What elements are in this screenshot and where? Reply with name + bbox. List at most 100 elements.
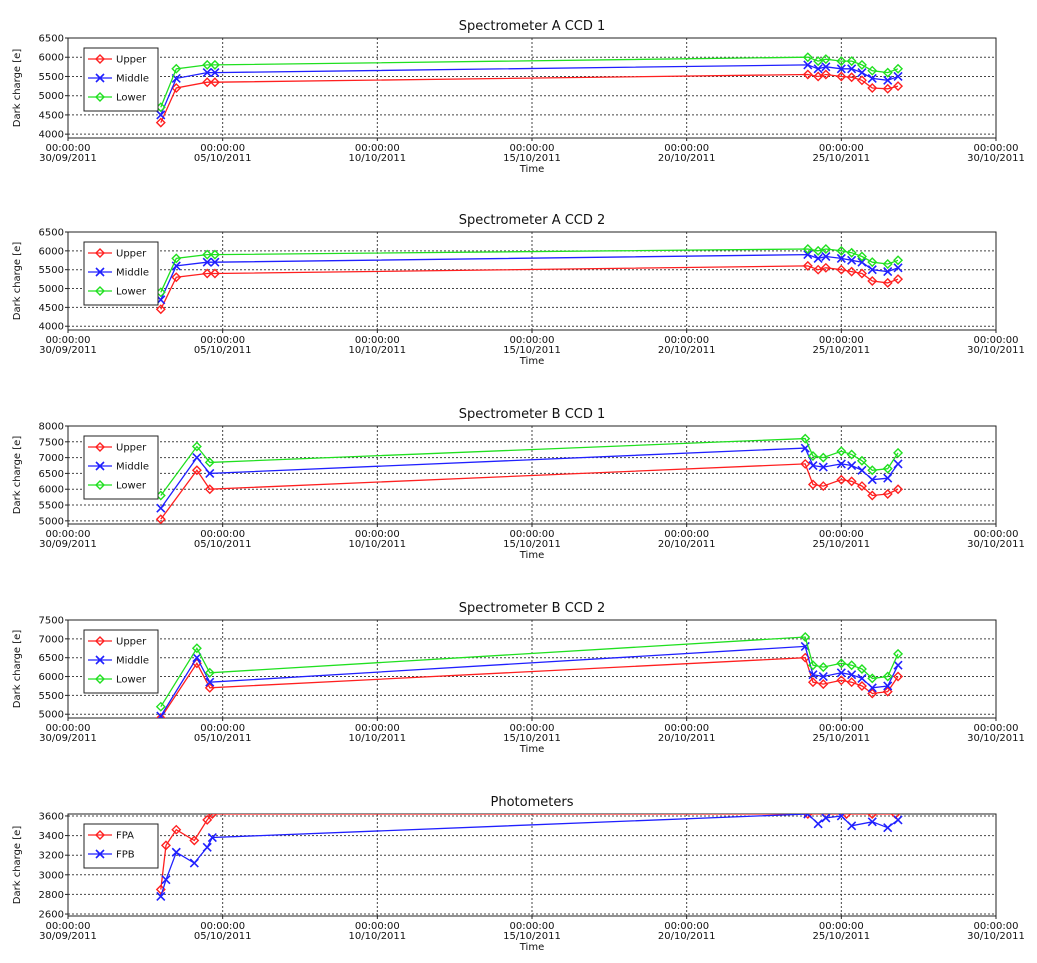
data-point (846, 72, 857, 83)
data-point (836, 675, 847, 686)
y-tick-label: 7500 (39, 616, 64, 627)
y-tick-label: 5000 (39, 91, 64, 102)
x-tick-label-date: 25/10/2011 (813, 733, 871, 744)
series-group (155, 814, 903, 901)
data-point (856, 59, 867, 70)
data-point (204, 667, 215, 678)
data-point (867, 257, 878, 268)
x-tick-label-date: 15/10/2011 (503, 733, 561, 744)
y-tick-label: 6500 (39, 469, 64, 480)
data-point (207, 814, 218, 819)
data-point (818, 671, 828, 682)
data-point (802, 260, 813, 271)
legend: Upper Middle Lower (83, 47, 159, 112)
x-tick-label-time: 00:00:00 (46, 723, 91, 734)
x-axis-label: Time (519, 356, 544, 367)
y-tick-label: 8000 (39, 422, 64, 433)
data-point (841, 814, 852, 819)
x-tick-label-time: 00:00:00 (664, 723, 709, 734)
x-tick-label-date: 15/10/2011 (503, 539, 561, 550)
y-tick-label: 5500 (39, 691, 64, 702)
data-point (205, 677, 215, 687)
x-tick-label-time: 00:00:00 (510, 723, 555, 734)
data-point (882, 67, 893, 78)
x-tick-label-time: 00:00:00 (510, 921, 555, 932)
x-tick-label-time: 00:00:00 (200, 143, 245, 154)
x-tick-label-date: 20/10/2011 (658, 153, 716, 164)
x-tick-label-time: 00:00:00 (355, 335, 400, 346)
x-tick-label-date: 30/10/2011 (967, 733, 1025, 744)
x-tick-label-date: 05/10/2011 (194, 539, 252, 550)
data-point (893, 71, 903, 82)
data-point (818, 679, 829, 690)
data-point (202, 814, 213, 825)
y-tick-label: 3600 (39, 811, 64, 822)
series-line-upper (160, 463, 899, 520)
data-point (882, 488, 893, 499)
data-point (155, 117, 166, 128)
x-tick-label-time: 00:00:00 (664, 143, 709, 154)
data-point (846, 660, 857, 671)
legend-marker (95, 830, 105, 840)
x-tick-label-date: 20/10/2011 (658, 345, 716, 356)
data-point (867, 73, 877, 83)
y-tick-label: 6000 (39, 485, 64, 496)
chart-panel-5: Photometers 2600 2800 3000 3200 3400 3600 00:00… (12, 795, 1025, 953)
series-line-upper (160, 73, 899, 123)
series-line-upper (160, 657, 899, 718)
data-point (155, 701, 166, 712)
series-group (155, 52, 904, 128)
legend-marker (95, 636, 105, 646)
y-axis-label: Dark charge [e] (12, 436, 23, 515)
x-tick-label-time: 00:00:00 (200, 335, 245, 346)
chart-panel-2: Spectrometer A CCD 2 4000 4500 5000 5500 6000… (12, 213, 1025, 367)
data-point (192, 653, 202, 663)
legend-label: Lower (116, 481, 147, 492)
x-tick-label-date: 10/10/2011 (349, 153, 407, 164)
data-point (883, 75, 893, 85)
data-point (867, 65, 878, 76)
legend-label: Middle (116, 74, 149, 85)
data-point (857, 673, 867, 683)
data-point (202, 77, 213, 88)
data-point (893, 660, 903, 670)
data-point (846, 476, 857, 487)
x-tick-label-time: 00:00:00 (819, 921, 864, 932)
legend-label: Middle (116, 656, 149, 667)
data-point (204, 457, 215, 468)
data-point (893, 648, 904, 659)
x-tick-label-time: 00:00:00 (664, 921, 709, 932)
y-tick-label: 7500 (39, 437, 64, 448)
data-point (210, 68, 220, 78)
plot-frame (67, 813, 997, 917)
data-point (857, 465, 867, 475)
data-point (882, 277, 893, 288)
y-tick-label: 3200 (39, 851, 64, 862)
y-tick-label: 5000 (39, 710, 64, 721)
x-tick-label-date: 25/10/2011 (813, 345, 871, 356)
data-point (156, 110, 166, 120)
data-point (847, 670, 857, 680)
legend-label: Middle (116, 268, 149, 279)
data-point (800, 458, 811, 469)
series-line-fpa (160, 814, 896, 890)
x-tick-label-date: 10/10/2011 (349, 345, 407, 356)
data-point (820, 262, 831, 273)
plot-frame (67, 425, 997, 525)
data-point (209, 59, 220, 70)
data-point (803, 250, 813, 260)
x-tick-label-date: 30/10/2011 (967, 345, 1025, 356)
y-tick-label: 3000 (39, 870, 64, 881)
data-point (813, 253, 823, 263)
chart-panel-3: Spectrometer B CCD 1 5000 5500 6000 6500 7000… (12, 407, 1025, 561)
data-point (893, 671, 904, 682)
legend-marker (95, 655, 105, 665)
legend-label: Upper (116, 443, 147, 454)
y-tick-label: 6500 (39, 34, 64, 45)
data-point (202, 842, 212, 852)
x-tick-label-time: 00:00:00 (974, 921, 1019, 932)
data-point (867, 673, 878, 684)
data-point (846, 247, 857, 258)
data-point (867, 265, 877, 275)
x-tick-label-date: 30/09/2011 (39, 539, 97, 550)
